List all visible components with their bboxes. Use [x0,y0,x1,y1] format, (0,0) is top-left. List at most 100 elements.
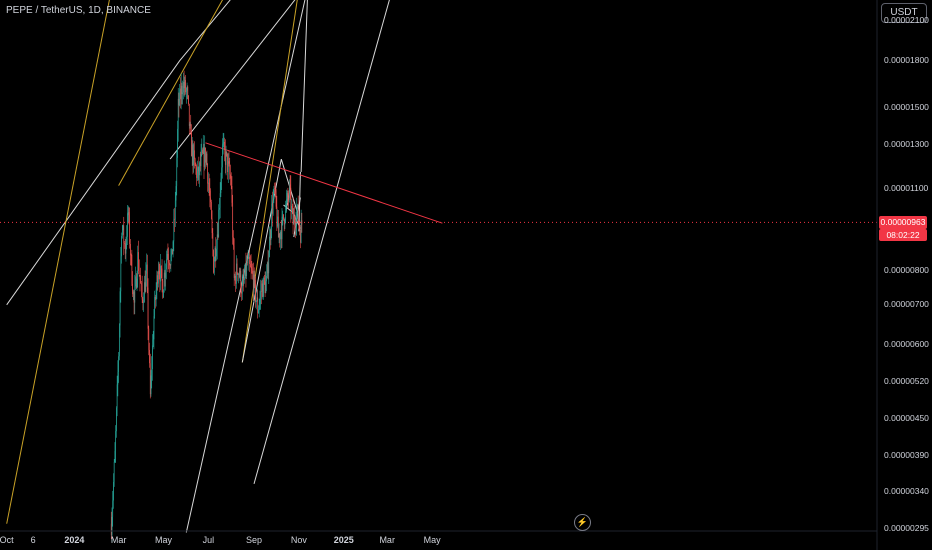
candle [237,272,239,282]
candle [176,150,178,196]
candle [238,267,240,279]
price-tick: 0.00001500 [884,102,929,113]
candle [183,70,185,96]
candle [265,271,267,294]
price-tick: 0.00001800 [884,55,929,66]
candle [194,157,196,166]
candle [283,214,284,221]
candle [270,226,272,246]
candle [138,240,139,274]
candle [122,224,124,235]
candle [201,138,203,157]
candle [182,80,183,105]
candle [171,248,172,262]
candle [129,207,130,249]
price-tick: 0.00000600 [884,339,929,350]
candle [134,274,136,315]
candle [279,232,281,248]
candle [269,226,270,258]
trendline-2[interactable] [169,0,442,160]
trendline-13[interactable] [253,0,440,485]
candle [155,282,157,307]
candle [135,273,137,289]
candle [113,459,115,487]
candle [137,245,139,288]
candle [128,207,130,225]
candle [217,221,219,240]
trendline-5[interactable] [118,0,381,186]
candle [263,275,265,285]
bar-countdown: 08:02:22 [879,228,927,241]
time-tick: Mar [110,535,127,545]
candle [124,241,125,249]
candle [287,187,289,206]
candle [258,298,260,318]
candle [147,278,149,341]
time-tick: Sep [245,535,263,545]
candle [257,289,259,319]
candle [178,92,180,118]
candle [185,87,187,104]
candle [191,124,192,157]
candle [174,191,176,227]
candle [152,334,153,381]
currency-button[interactable]: USDT [881,3,927,23]
candle [211,210,213,239]
candle [255,300,257,310]
trendline-6[interactable] [241,0,340,363]
candle [127,205,129,223]
time-tick: Oct [0,535,14,545]
candle [158,261,159,288]
price-tick: 0.00001300 [884,139,929,150]
candle [146,254,148,294]
candle [126,225,128,250]
candle [244,263,246,279]
lightning-icon[interactable]: ⚡ [574,514,591,531]
candle [133,289,135,315]
time-tick: 2025 [333,535,354,545]
candle [300,209,302,244]
candle [163,289,164,298]
trendline-10[interactable] [293,197,301,238]
candle [267,249,269,280]
candle [263,276,264,300]
candle [185,75,186,95]
candle [138,259,140,277]
trendline-3[interactable] [185,0,366,533]
trendline-11[interactable] [300,0,322,173]
candle [266,261,268,279]
candle [114,442,116,463]
candle [141,275,143,303]
candle [119,287,121,338]
candle [250,254,252,280]
candle [194,141,195,169]
candle [220,172,222,197]
candle [274,182,275,195]
candle [284,217,286,230]
candle [276,195,278,231]
candle [290,175,292,223]
candle [184,76,186,98]
time-tick: Mar [379,535,395,545]
candle [140,267,142,284]
candle [186,82,188,100]
trendline-14[interactable] [205,142,443,224]
time-tick: 2024 [64,535,85,545]
candle [266,264,267,292]
candle [218,204,220,238]
candle [204,135,206,171]
candle [132,289,134,301]
candle [205,151,207,167]
time-tick: 6 [30,535,36,545]
candle [135,266,136,290]
candle [269,228,271,250]
trendline-4[interactable] [6,0,164,524]
candle [240,268,242,298]
candle [142,296,144,311]
candle [212,228,214,257]
trendline-1[interactable] [6,0,443,306]
candle-layer [110,70,303,543]
symbol-title[interactable]: PEPE / TetherUS, 1D, BINANCE [6,5,151,16]
candle [219,182,221,219]
